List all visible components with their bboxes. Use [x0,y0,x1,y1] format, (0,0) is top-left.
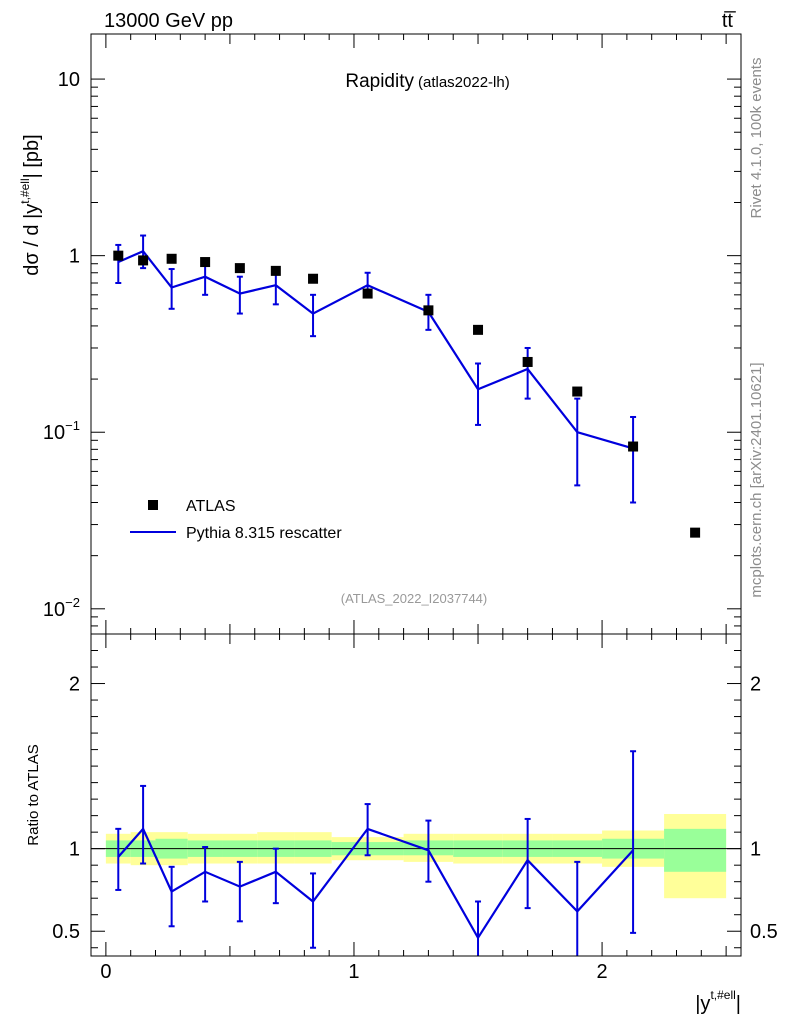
ratio-ytick-label-left-0: 0.5 [52,921,80,943]
main-ytick-label-base: 10 [43,422,65,444]
atlas-point-6 [308,273,319,284]
ratio-line [117,826,634,940]
ratio-xlabel-end: | [736,993,741,1015]
ratio-xtick-label-1: 1 [348,961,359,983]
atlas-point-13 [690,527,701,538]
atlas-point-12 [628,441,639,452]
atlas-point-8 [423,305,434,316]
main-ylabel-sup: t,#ell [18,178,32,203]
main-ylabel-end: | [pb] [21,134,43,178]
watermark: (ATLAS_2022_I2037744) [341,591,487,606]
ratio-xlabel: |yt,#ell| [695,988,741,1015]
main-ytick-label-2: 10−1 [43,418,80,444]
ratio-ytick-label-right-2: 2 [750,674,761,696]
ratio-xtick-label-2: 2 [597,961,608,983]
chart-subtitle: (atlas2022-lh) [418,74,510,91]
atlas-point-4 [234,263,245,274]
atlas-point-5 [270,265,281,276]
ratio-xtick-label-0: 0 [100,961,111,983]
main-ytick-label-0: 10 [58,69,80,91]
atlas-point-2 [166,253,177,264]
legend-atlas-marker [148,500,158,510]
atlas-point-10 [522,356,533,367]
ratio-ytick-label-right-1: 1 [750,839,761,861]
main-ytick-label-exp: −1 [65,418,80,433]
ratio-ytick-label-right-0: 0.5 [750,921,778,943]
main-ytick-label-1: 1 [69,246,80,268]
ratio-band-inner-13 [664,828,727,872]
main-frame [90,33,742,635]
atlas-point-0 [113,250,124,261]
ratio-panel: 0.5 0.5 1 1 2 2 0 1 2 Ratio to ATLAS |yt,#ell| [25,633,778,1015]
mcplots-label: mcplots.cern.ch [arXiv:2401.10621] [748,362,765,597]
main-ytick-label-exp: −2 [65,595,80,610]
ratio-ytick-label-left-2: 2 [69,674,80,696]
legend: ATLAS Pythia 8.315 rescatter [130,498,342,542]
atlas-point-1 [138,255,149,266]
header-left: 13000 GeV pp [104,10,233,32]
main-ylabel-text: dσ / d |y [21,204,43,276]
ratio-xlabel-sup: t,#ell [710,988,735,1002]
atlas-point-9 [473,324,484,335]
ratio-ytick-label-left-1: 1 [69,839,80,861]
main-ytick-label-base: 10 [43,599,65,621]
header-right: tt̅ [722,10,736,32]
chart-title: Rapidity [345,71,414,92]
ratio-xlabel-text: |y [695,993,710,1015]
ratio-frame [90,633,742,957]
main-ylabel: dσ / d |yt,#ell| [pb] [18,134,43,276]
rivet-label: Rivet 4.1.0, 100k events [748,58,765,219]
ratio-ylabel: Ratio to ATLAS [25,744,42,845]
atlas-point-11 [572,386,583,397]
pythia-line [117,249,634,450]
legend-pythia-label: Pythia 8.315 rescatter [186,525,342,542]
main-ytick-label-3: 10−2 [43,595,80,621]
atlas-point-3 [200,257,211,268]
atlas-point-7 [362,288,373,299]
legend-atlas-label: ATLAS [186,498,236,515]
